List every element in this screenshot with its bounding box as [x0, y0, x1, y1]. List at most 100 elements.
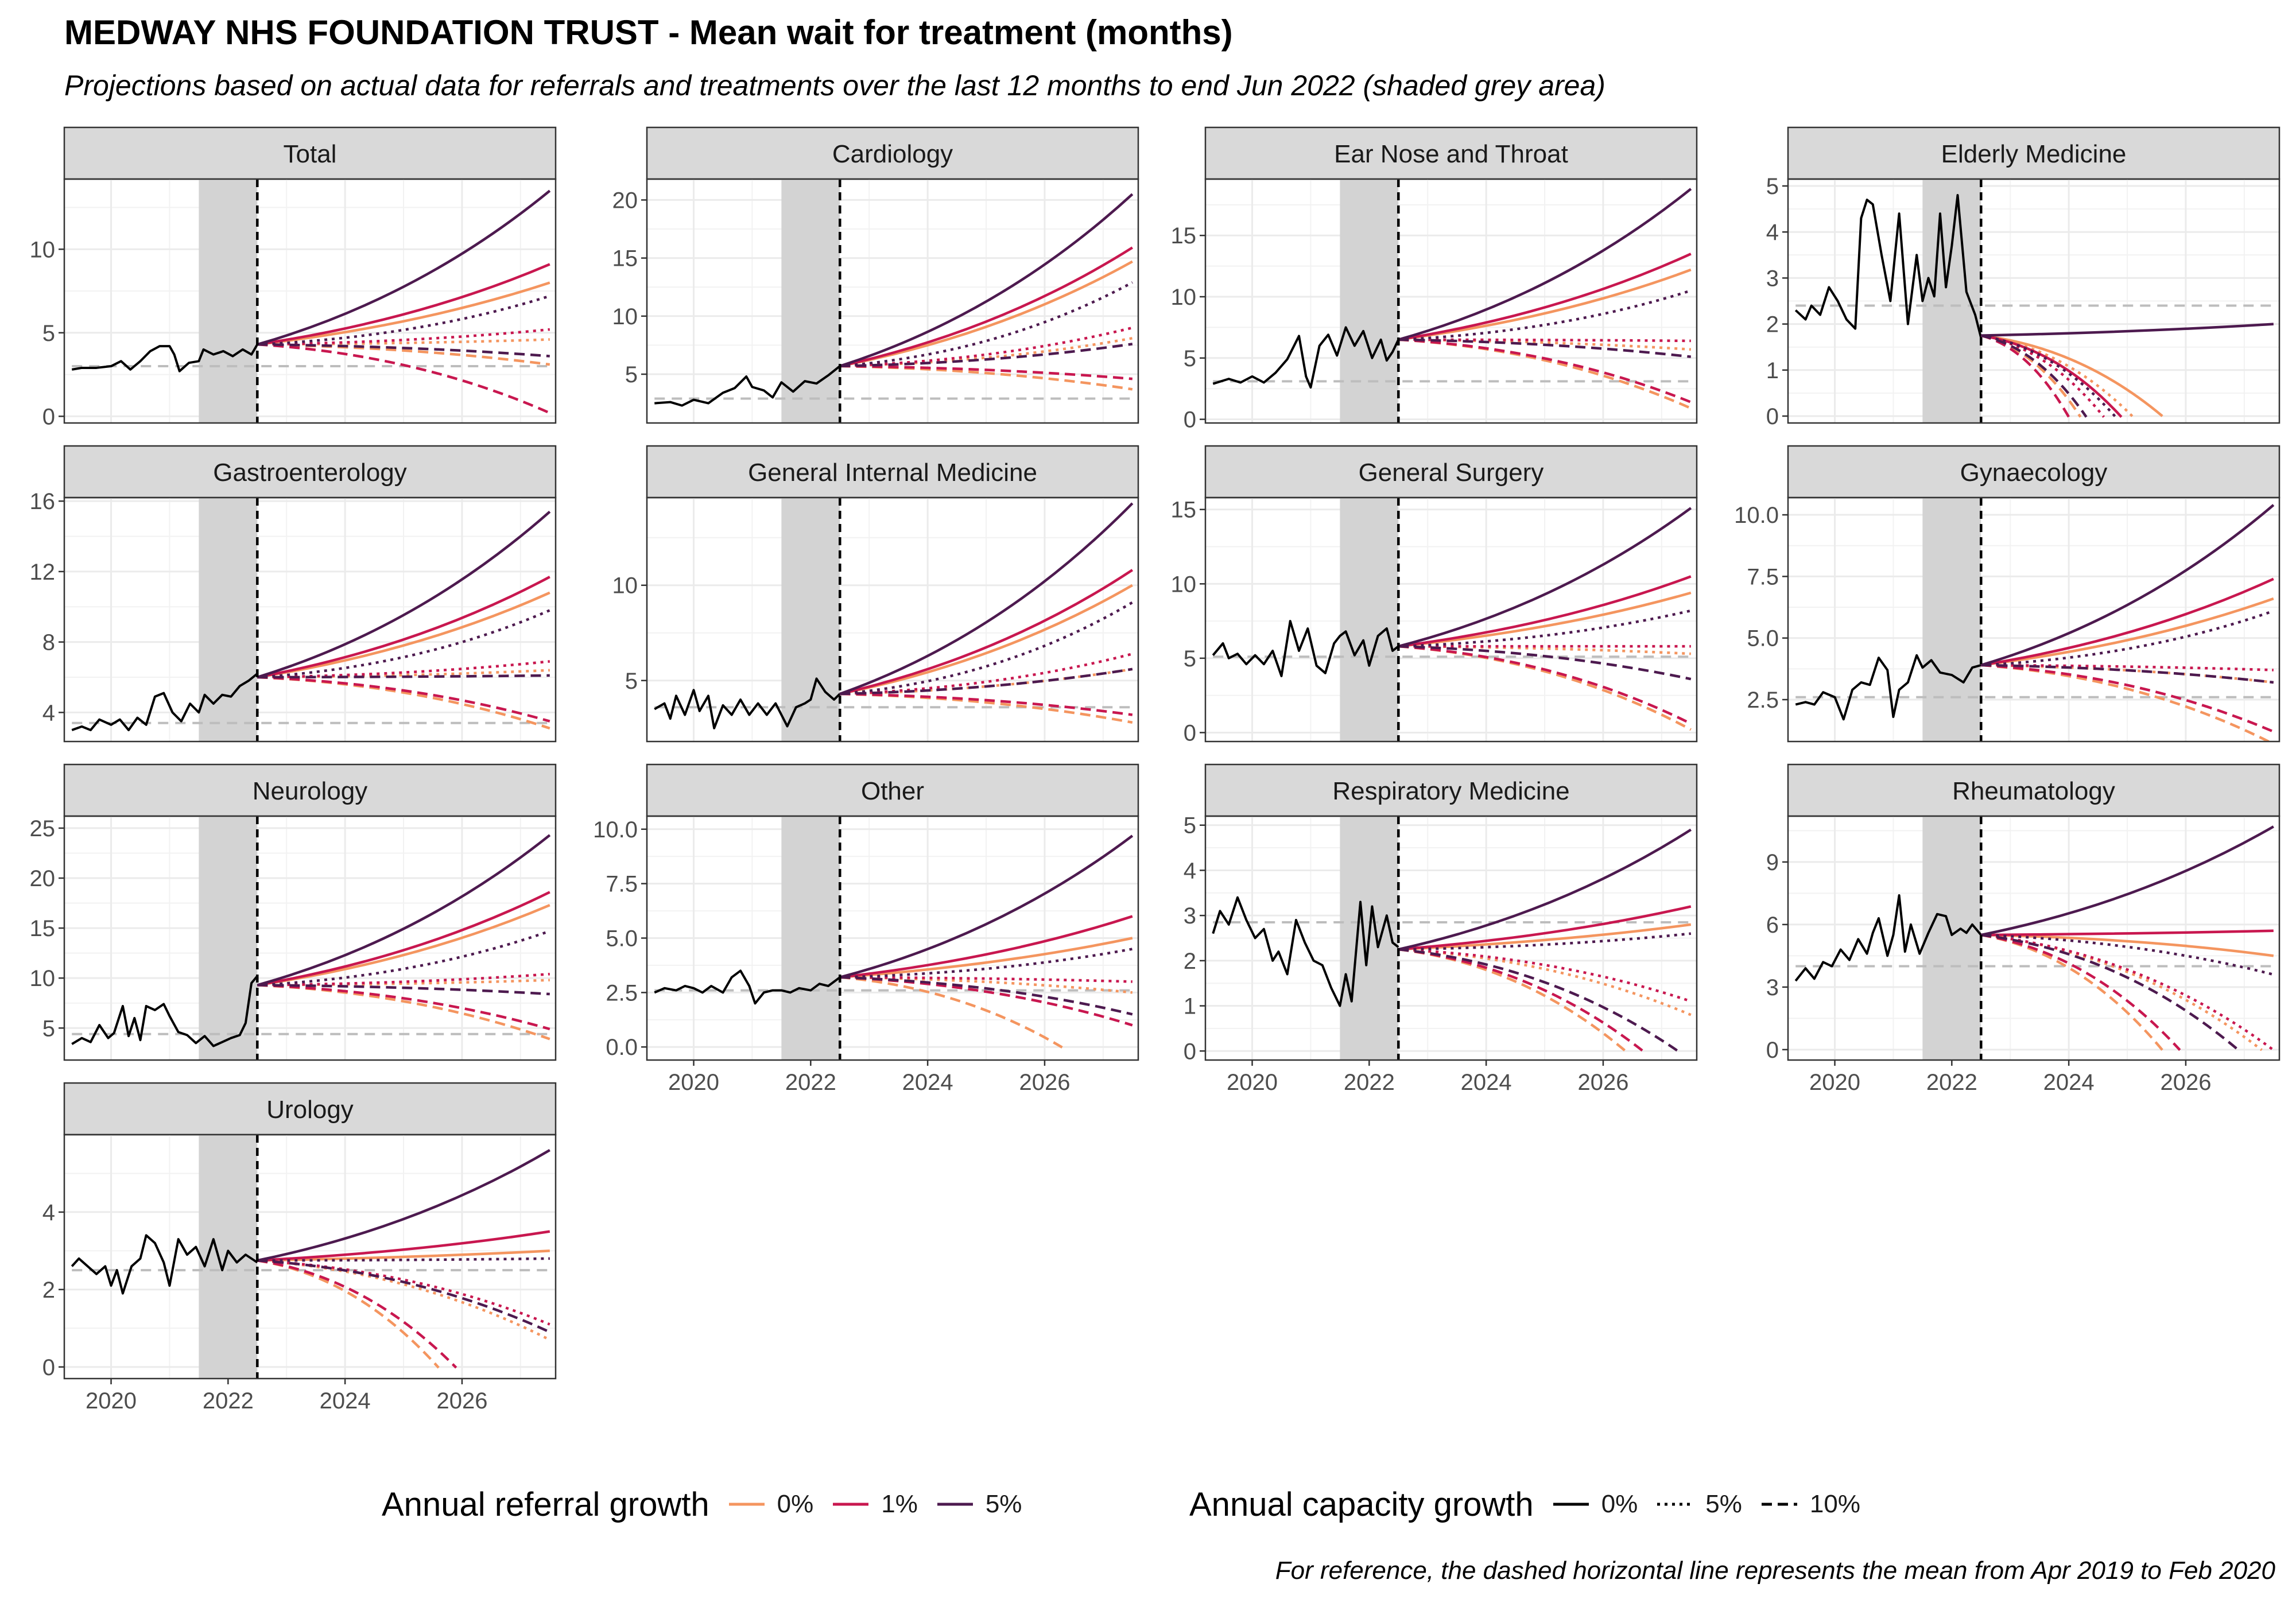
y-tick-label: 1: [1184, 994, 1196, 1019]
projection-line-ref0-cap5: [840, 976, 1133, 994]
facet-title: Neurology: [253, 777, 368, 805]
shaded-period: [1340, 498, 1399, 742]
panel-border: [646, 178, 1139, 424]
x-tick-label: 2022: [1344, 1070, 1395, 1095]
facet-title: Elderly Medicine: [1941, 140, 2127, 168]
projection-line-ref0-cap5: [257, 669, 550, 679]
legend-item-capacity-10: 10%: [1759, 1490, 1860, 1519]
y-tick-label: 0: [1184, 720, 1196, 746]
projection-line-ref1-cap10: [257, 676, 550, 723]
y-tick-label: 20: [612, 188, 638, 213]
actual-wait-line: [654, 969, 841, 1005]
plot-area: [1205, 816, 1697, 1060]
legend-label: 0%: [1601, 1490, 1638, 1518]
panel-border: [1787, 496, 2281, 743]
shaded-period: [1922, 498, 1981, 742]
projection-line-ref1-cap10: [1398, 645, 1692, 725]
facet-strip: [646, 445, 1139, 499]
y-tick-label: 10: [30, 966, 56, 991]
y-tick-label: 10: [1171, 572, 1197, 597]
projection-line-ref0-cap10: [1980, 933, 2163, 1051]
facet-strip: [646, 763, 1139, 817]
facet-title: Cardiology: [832, 140, 953, 168]
y-tick-label: 12: [30, 560, 56, 585]
y-tick-label: 5: [625, 362, 638, 387]
projection-line-ref5-cap0: [257, 189, 551, 346]
projection-line-ref1-cap0: [257, 891, 550, 987]
projection-line-ref0-cap0: [257, 591, 550, 679]
plot-area: [64, 498, 556, 742]
projection-line-ref1-cap10: [1398, 338, 1692, 403]
plot-area: [647, 498, 1138, 742]
shaded-period: [781, 498, 840, 742]
projection-line-ref1-cap10: [1981, 663, 2274, 733]
projection-line-ref1-cap0: [839, 569, 1134, 696]
actual-wait-line: [1212, 896, 1399, 1007]
y-tick-label: 4: [42, 1200, 55, 1225]
projection-line-ref0-cap0: [1981, 334, 2163, 417]
y-tick-label: 4: [42, 700, 55, 725]
capacity-growth-legend: Annual capacity growth 0% 5% 10%: [1189, 1478, 1878, 1530]
projection-line-ref5-cap10: [1398, 338, 1692, 358]
y-tick-label: 2: [42, 1278, 55, 1303]
y-tick-label: 2.5: [606, 980, 638, 1006]
projection-line-ref5-cap10: [1980, 334, 2088, 418]
y-tick-label: 0: [1766, 404, 1779, 429]
y-tick-label: 10.0: [1734, 503, 1779, 528]
y-tick-label: 10: [30, 237, 56, 262]
facet-title: Respiratory Medicine: [1332, 777, 1569, 805]
y-tick-label: 5: [42, 321, 55, 346]
projection-line-ref5-cap10: [840, 667, 1133, 696]
projection-line-ref0-cap0: [1398, 268, 1692, 341]
projection-line-ref0-cap5: [257, 979, 550, 987]
projection-line-ref0-cap0: [839, 584, 1133, 696]
projection-line-ref1-cap5: [257, 1259, 550, 1326]
projection-line-ref1-cap10: [257, 343, 550, 414]
y-tick-label: 5: [42, 1016, 55, 1041]
y-tick-label: 8: [42, 630, 55, 655]
projection-line-ref5-cap10: [1398, 645, 1692, 681]
legend-label: 0%: [777, 1490, 814, 1518]
y-tick-label: 0: [1184, 1039, 1196, 1064]
y-tick-label: 9: [1766, 850, 1779, 875]
projection-line-ref0-cap0: [1398, 591, 1692, 648]
plot-area: [647, 179, 1138, 423]
actual-wait-line: [654, 365, 841, 407]
y-tick-label: 15: [1171, 223, 1197, 249]
y-tick-label: 20: [30, 866, 56, 891]
projection-line-ref5-cap5: [257, 609, 550, 679]
facet-panel: Gastroenterology 4 8 12 16: [30, 445, 557, 743]
y-tick-label: 1: [1766, 358, 1779, 383]
projection-line-ref1-cap0: [1398, 575, 1692, 648]
facet-strip: [1787, 763, 2281, 817]
projection-line-ref5-cap10: [840, 976, 1133, 1016]
projection-line-ref1-cap0: [1981, 929, 2274, 937]
actual-wait-line: [71, 344, 259, 372]
projection-line-ref1-cap5: [257, 660, 550, 679]
projection-line-ref1-cap10: [1980, 933, 2181, 1051]
actual-wait-line: [1795, 654, 1981, 721]
projection-line-ref5-cap10: [1981, 663, 2274, 684]
panel-border: [63, 815, 557, 1061]
panel-border: [63, 178, 557, 424]
projection-line-ref0-cap10: [257, 343, 550, 366]
projection-line-ref5-cap0: [257, 1149, 550, 1262]
x-tick-label: 2020: [1227, 1070, 1278, 1095]
facet-panel: General Internal Medicine 5 10: [612, 445, 1139, 743]
projection-line-ref1-cap0: [257, 1230, 550, 1262]
facet-title: Total: [284, 140, 337, 168]
shaded-period: [1340, 179, 1399, 423]
y-tick-label: 2: [1766, 312, 1779, 337]
actual-wait-line: [1212, 620, 1399, 677]
facet-panel: Total 0 5 10: [30, 126, 557, 429]
panel-border: [1204, 178, 1698, 424]
projection-line-ref0-cap0: [1981, 933, 2274, 957]
facet-title: General Internal Medicine: [748, 459, 1037, 487]
projection-line-ref5-cap0: [839, 193, 1134, 367]
facet-strip: [646, 126, 1139, 180]
projection-line-ref1-cap5: [1981, 663, 2274, 671]
actual-wait-line: [1794, 194, 1983, 339]
projection-line-ref1-cap0: [1980, 334, 2123, 418]
panel-border: [63, 1134, 557, 1380]
projection-line-ref5-cap10: [257, 674, 550, 679]
